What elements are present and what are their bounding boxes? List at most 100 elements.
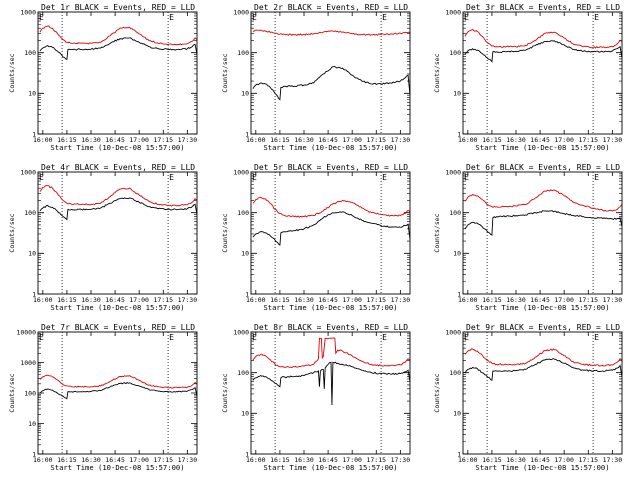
chart-title: Det 8r BLACK = Events, RED = LLD (254, 323, 408, 332)
event-marker-label: E (594, 173, 599, 182)
x-tick-label: 16:15 (57, 296, 77, 304)
lld-series-line (39, 25, 198, 46)
y-axis-label: Counts/sec (8, 373, 16, 412)
x-tick-label: 16:45 (105, 136, 125, 144)
x-axis-label: Start Time (10-Dec-08 15:57:00) (263, 303, 397, 312)
lld-series-line (464, 29, 623, 49)
events-series-line (464, 358, 623, 381)
x-axis-label: Start Time (10-Dec-08 15:57:00) (475, 463, 609, 472)
x-axis-label: Start Time (10-Dec-08 15:57:00) (263, 463, 397, 472)
x-tick-label: 17:15 (153, 136, 173, 144)
y-tick-label: 1 (32, 130, 36, 138)
y-tick-label: 1 (457, 290, 461, 298)
x-axis-label: Start Time (10-Dec-08 15:57:00) (50, 463, 184, 472)
x-tick-label: 17:00 (129, 456, 149, 464)
y-minor-ticks (463, 13, 622, 123)
x-tick-label: 17:15 (366, 136, 386, 144)
chart-panel: Det 8r BLACK = Events, RED = LLD 1 10 100 10… (221, 323, 411, 472)
chart-title: Det 1r BLACK = Events, RED = LLD (41, 3, 195, 12)
x-tick-label: 17:00 (342, 296, 362, 304)
y-tick-label: 10 (453, 410, 461, 418)
y-axis-label: Counts/sec (433, 213, 441, 252)
x-tick-label: 16:00 (458, 456, 478, 464)
x-tick-label: 16:00 (246, 136, 266, 144)
y-minor-ticks (38, 333, 197, 446)
x-tick-label: 16:15 (482, 296, 502, 304)
x-tick-label: 16:00 (458, 136, 478, 144)
x-tick-label: 16:15 (57, 136, 77, 144)
y-tick-label: 100 (24, 49, 36, 57)
x-tick-label: 16:15 (270, 456, 290, 464)
y-tick-label: 100 (237, 209, 249, 217)
x-tick-label: 16:45 (530, 136, 550, 144)
y-tick-label: 1 (245, 450, 249, 458)
y-minor-ticks (251, 13, 410, 123)
y-tick-label: 100 (24, 209, 36, 217)
plot-frame (462, 11, 623, 135)
events-series-line (252, 211, 411, 246)
plot-frame (37, 331, 198, 455)
plot-frame (250, 11, 411, 135)
y-tick-label: 10000 (16, 328, 36, 336)
y-tick-label: 10 (453, 90, 461, 98)
y-tick-label: 1000 (445, 168, 461, 176)
event-marker-label: E (464, 333, 469, 342)
plot-frame (250, 331, 411, 455)
y-tick-label: 1000 (20, 359, 36, 367)
chart-title: Det 3r BLACK = Events, RED = LLD (466, 3, 620, 12)
lld-series-line (464, 189, 623, 212)
x-tick-label: 16:15 (482, 136, 502, 144)
x-tick-label: 17:30 (603, 136, 623, 144)
x-tick-label: 16:30 (81, 136, 101, 144)
event-marker-label: E (594, 333, 599, 342)
event-marker-label: E (39, 173, 44, 182)
events-series-line (39, 197, 198, 221)
y-tick-label: 10 (241, 410, 249, 418)
event-marker-label: E (382, 333, 387, 342)
y-tick-label: 1 (245, 290, 249, 298)
x-tick-label: 17:15 (153, 456, 173, 464)
lld-series-line (252, 337, 411, 369)
y-axis-label: Counts/sec (8, 53, 16, 92)
event-marker-label: E (169, 13, 174, 22)
chart-title: Det 9r BLACK = Events, RED = LLD (466, 323, 620, 332)
x-axis-label: Start Time (10-Dec-08 15:57:00) (50, 143, 184, 152)
plot-frame (462, 171, 623, 295)
chart-panel: Det 4r BLACK = Events, RED = LLD 1 10 100 10… (8, 163, 198, 312)
x-tick-label: 16:30 (294, 296, 314, 304)
x-tick-label: 17:30 (391, 136, 411, 144)
lld-series-line (252, 29, 411, 37)
x-tick-label: 17:00 (129, 136, 149, 144)
x-tick-label: 16:00 (33, 456, 53, 464)
y-tick-label: 10 (241, 90, 249, 98)
x-tick-label: 17:30 (391, 456, 411, 464)
plot-frame (37, 171, 198, 295)
event-marker-label: E (252, 333, 257, 342)
x-tick-label: 17:15 (366, 456, 386, 464)
x-tick-label: 17:00 (554, 456, 574, 464)
x-tick-label: 16:15 (270, 296, 290, 304)
plot-frame (462, 331, 623, 455)
x-tick-label: 16:45 (530, 296, 550, 304)
x-tick-label: 17:00 (342, 136, 362, 144)
chart-panel: Det 3r BLACK = Events, RED = LLD 1 10 100 10… (433, 3, 623, 152)
x-tick-label: 17:15 (578, 136, 598, 144)
y-tick-label: 1000 (445, 328, 461, 336)
chart-panel: Det 1r BLACK = Events, RED = LLD 1 10 100 10… (8, 3, 198, 152)
events-series-line (39, 382, 198, 400)
y-tick-label: 100 (449, 209, 461, 217)
y-tick-label: 10 (453, 250, 461, 258)
x-tick-label: 16:45 (105, 296, 125, 304)
y-tick-label: 1000 (233, 328, 249, 336)
chart-panel: Det 9r BLACK = Events, RED = LLD 1 10 100 10… (433, 323, 623, 472)
y-tick-label: 1 (245, 130, 249, 138)
y-tick-label: 10 (241, 250, 249, 258)
y-tick-label: 1000 (233, 8, 249, 16)
chart-panel: Det 6r BLACK = Events, RED = LLD 1 10 100 10… (433, 163, 623, 312)
x-tick-label: 16:00 (33, 136, 53, 144)
y-axis-label: Counts/sec (8, 213, 16, 252)
y-tick-label: 1 (32, 450, 36, 458)
event-marker-label: E (594, 13, 599, 22)
